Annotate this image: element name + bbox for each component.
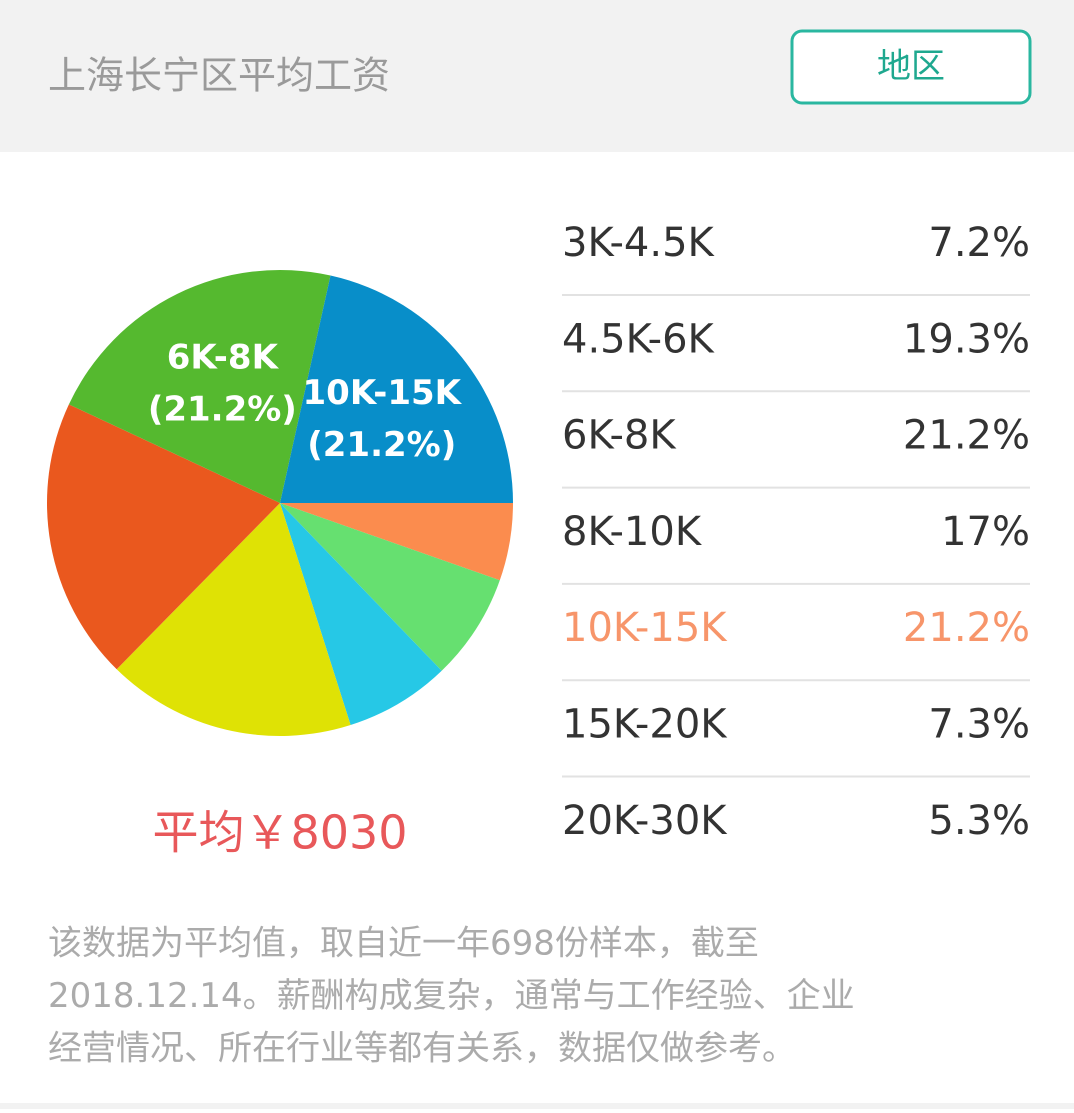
pie-slice xyxy=(280,275,513,503)
range-label: 8K-10K xyxy=(562,509,703,555)
region-button-label[interactable]: 地区 xyxy=(877,47,945,87)
region-button[interactable] xyxy=(790,29,1032,105)
range-label: 20K-30K xyxy=(562,798,728,844)
pie-chart: 6K-8K(21.2%) 10K-15K(21.2%) xyxy=(47,269,513,737)
percent-label: 17% xyxy=(941,509,1030,555)
slice-label: 6K-8K xyxy=(167,337,280,377)
note: 该数据为平均值，取自近一年698份样本，截至 2018.12.14。薪酬构成复杂，… xyxy=(48,924,855,1069)
header-title: 上海长宁区平均工资 xyxy=(48,54,390,98)
note-line: 该数据为平均值，取自近一年698份样本，截至 xyxy=(48,924,759,964)
note-line: 2018.12.14。薪酬构成复杂，通常与工作经验、企业 xyxy=(48,976,855,1016)
pie-slice xyxy=(280,503,500,671)
percent-label: 21.2% xyxy=(903,605,1030,651)
note-line: 经营情况、所在行业等都有关系，数据仅做参考。 xyxy=(48,1029,796,1069)
slice-value-label: (21.2%) xyxy=(307,425,456,465)
pie-slice xyxy=(280,503,513,581)
pie-slice xyxy=(116,503,351,737)
bottom-bar xyxy=(0,1103,1074,1109)
salary-table: 3K-4.5K 7.2% 4.5K-6K 19.3% 6K-8K 21.2% 8K-10K 1… xyxy=(562,220,1030,844)
percent-label: 7.3% xyxy=(928,702,1030,748)
slice-label: 10K-15K xyxy=(303,373,463,413)
range-label: 15K-20K xyxy=(562,702,728,748)
percent-label: 7.2% xyxy=(928,220,1030,266)
percent-label: 19.3% xyxy=(903,316,1030,362)
slice-value-label: (21.2%) xyxy=(148,389,297,429)
percent-label: 5.3% xyxy=(928,798,1030,844)
percent-label: 21.2% xyxy=(903,413,1030,459)
range-label: 3K-4.5K xyxy=(562,220,716,266)
range-label: 10K-15K xyxy=(562,605,728,651)
pie-slice xyxy=(280,503,442,726)
pie-slice xyxy=(47,404,281,670)
range-label: 6K-8K xyxy=(562,413,677,459)
pie-slice xyxy=(68,269,331,503)
range-label: 4.5K-6K xyxy=(562,316,716,362)
average-salary: 平均￥8030 xyxy=(152,806,407,860)
